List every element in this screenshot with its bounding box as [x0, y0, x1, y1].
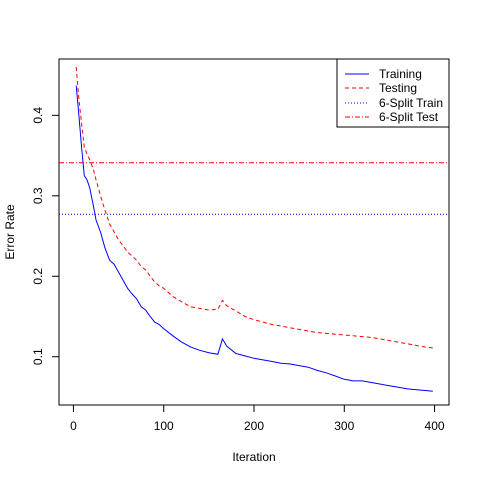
x-axis: 0 100 200 300 400	[70, 404, 445, 433]
legend-label-testing: Testing	[379, 81, 417, 95]
y-tick-label: 0.3	[31, 187, 45, 204]
legend-box	[336, 58, 450, 128]
x-tick-label: 400	[425, 419, 445, 433]
legend-label-6-split-test: 6-Split Test	[379, 110, 439, 124]
series-layer	[59, 66, 449, 392]
x-tick-label: 100	[154, 419, 174, 433]
y-tick-label: 0.4	[31, 107, 45, 124]
x-tick-label: 200	[244, 419, 264, 433]
y-tick-label: 0.1	[31, 348, 45, 365]
x-tick-label: 300	[334, 419, 354, 433]
x-axis-label: Iteration	[232, 450, 275, 464]
series-line-training	[75, 85, 433, 392]
legend: Training Testing 6-Split Train 6-Split T…	[336, 58, 450, 128]
legend-label-training: Training	[379, 67, 422, 81]
y-axis-label: Error Rate	[3, 204, 17, 260]
series-line-testing	[75, 66, 433, 349]
legend-label-6-split-train: 6-Split Train	[379, 96, 443, 110]
y-axis: 0.1 0.2 0.3 0.4	[31, 107, 60, 365]
y-tick-label: 0.2	[31, 268, 45, 285]
x-tick-label: 0	[70, 419, 77, 433]
